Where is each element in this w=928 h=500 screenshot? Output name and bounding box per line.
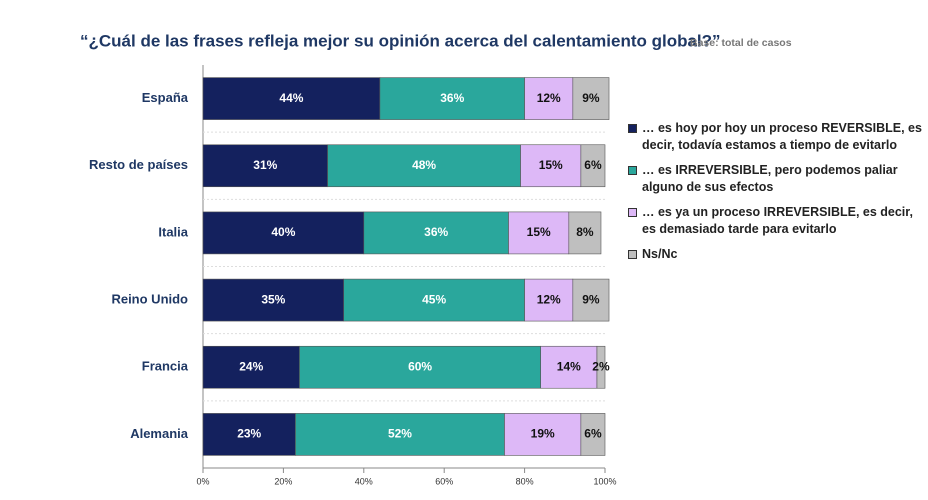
y-tick-label: Resto de países	[89, 157, 188, 172]
x-tick-label: 80%	[516, 476, 534, 486]
bar-segment	[568, 211, 602, 255]
data-label: 15%	[539, 158, 563, 172]
y-tick-label: Reino Unido	[111, 292, 188, 307]
data-label: 9%	[582, 292, 600, 306]
legend-item: … es ya un proceso IRREVERSIBLE, es deci…	[628, 204, 928, 238]
y-tick-label: Francia	[142, 359, 189, 374]
data-label: 9%	[582, 91, 600, 105]
bar-segment	[363, 211, 509, 255]
data-label: 60%	[408, 359, 432, 373]
data-label: 48%	[412, 158, 436, 172]
data-label: 8%	[576, 225, 594, 239]
bar-segment	[202, 345, 300, 389]
bar-segment	[520, 144, 582, 188]
bar-segment	[540, 345, 598, 389]
bar-segment	[295, 413, 505, 456]
bar-segment	[524, 77, 574, 120]
y-tick-label: Alemania	[130, 426, 189, 441]
bar-segment	[299, 345, 541, 389]
data-label: 6%	[584, 427, 602, 441]
bar-segment	[379, 77, 525, 120]
bar-segment	[202, 144, 328, 188]
data-label: 36%	[424, 225, 448, 239]
legend-label: … es hoy por hoy un proceso REVERSIBLE, …	[642, 121, 922, 152]
bar-segment	[524, 278, 574, 322]
chart-subtitle: Base: total de casos	[690, 37, 792, 49]
legend-swatch	[628, 250, 637, 259]
legend-label: … es ya un proceso IRREVERSIBLE, es deci…	[642, 205, 913, 236]
bar-segment	[202, 211, 365, 255]
bar-segment	[327, 144, 521, 188]
legend-label: Ns/Nc	[642, 247, 678, 261]
x-tick-label: 20%	[274, 476, 292, 486]
x-tick-label: 0%	[196, 476, 209, 486]
data-label: 31%	[253, 158, 277, 172]
bar-segment	[202, 77, 381, 120]
bar-segment	[202, 413, 296, 456]
bar-segment	[202, 278, 344, 322]
bar-segment	[572, 278, 610, 322]
data-label: 12%	[537, 91, 561, 105]
data-label: 44%	[279, 91, 303, 105]
legend-swatch	[628, 124, 637, 133]
data-label: 45%	[422, 292, 446, 306]
chart-title: “¿Cuál de las frases refleja mejor su op…	[80, 31, 721, 50]
y-tick-label: Italia	[158, 224, 188, 239]
legend-label: … es IRREVERSIBLE, pero podemos paliar a…	[642, 163, 898, 194]
data-label: 14%	[557, 359, 581, 373]
legend-item: Ns/Nc	[628, 246, 928, 263]
data-label: 40%	[271, 225, 295, 239]
x-tick-label: 100%	[593, 476, 616, 486]
data-label: 24%	[239, 359, 263, 373]
legend-item: … es hoy por hoy un proceso REVERSIBLE, …	[628, 120, 928, 154]
data-label: 23%	[237, 427, 261, 441]
data-label: 12%	[537, 292, 561, 306]
y-tick-label: España	[142, 90, 189, 105]
x-tick-label: 40%	[355, 476, 373, 486]
bar-segment	[504, 413, 582, 456]
data-label: 19%	[531, 427, 555, 441]
bar-segment	[572, 77, 610, 120]
data-label: 15%	[527, 225, 551, 239]
data-label: 36%	[440, 91, 464, 105]
bar-segment	[580, 144, 606, 188]
x-tick-label: 60%	[435, 476, 453, 486]
data-label: 6%	[584, 158, 602, 172]
legend-swatch	[628, 166, 637, 175]
data-label: 35%	[261, 292, 285, 306]
bar-segment	[596, 345, 606, 389]
bar-segment	[580, 413, 606, 456]
legend: … es hoy por hoy un proceso REVERSIBLE, …	[628, 120, 928, 271]
data-label: 2%	[592, 359, 610, 373]
legend-item: … es IRREVERSIBLE, pero podemos paliar a…	[628, 162, 928, 196]
legend-swatch	[628, 208, 637, 217]
data-label: 52%	[388, 427, 412, 441]
